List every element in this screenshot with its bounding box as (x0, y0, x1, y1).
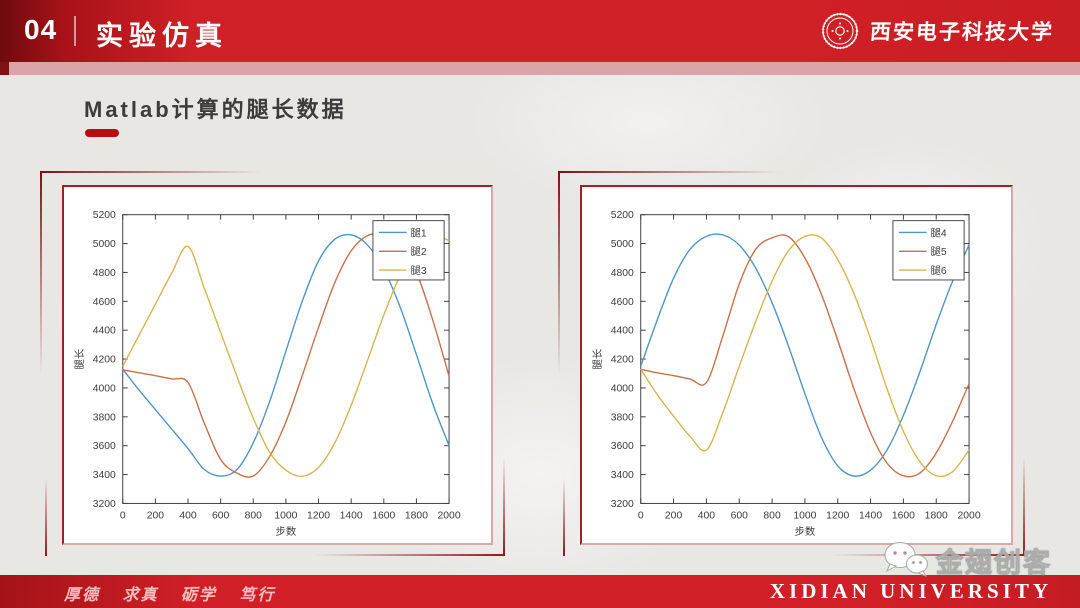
legend: 腿1 腿2 腿3 (372, 220, 445, 281)
header-accent-strip (0, 62, 1080, 75)
svg-text:1200: 1200 (307, 510, 330, 521)
legend-label: 腿1 (411, 227, 427, 239)
university-logo: 西安电子科技大学 (820, 11, 1055, 51)
svg-text:4200: 4200 (93, 355, 116, 366)
svg-text:1200: 1200 (826, 510, 849, 521)
svg-text:5200: 5200 (611, 210, 634, 221)
svg-text:3600: 3600 (93, 441, 116, 452)
svg-text:1800: 1800 (925, 510, 948, 521)
chart-svg: 0 200 400 600 800 1000 1200 1400 1600 1800 2000 320… (74, 210, 461, 538)
legend-label: 腿6 (930, 265, 946, 277)
svg-text:1600: 1600 (372, 510, 395, 521)
university-seal-icon (821, 12, 859, 50)
header-bar: 04 实验仿真 西安电子科技大学 (0, 0, 1080, 62)
svg-text:1600: 1600 (892, 510, 915, 521)
frame-decor (563, 477, 565, 556)
svg-text:2000: 2000 (958, 510, 981, 521)
svg-text:4400: 4400 (93, 326, 116, 337)
legend-label: 腿2 (411, 246, 427, 258)
chart-svg: 0 200 400 600 800 1000 1200 1400 1600 1800 2000 320… (592, 210, 981, 538)
svg-text:1000: 1000 (793, 510, 816, 521)
header-accent-cap (0, 62, 9, 75)
svg-text:4000: 4000 (93, 383, 116, 394)
series-line (640, 234, 970, 478)
svg-text:1400: 1400 (859, 510, 882, 521)
chart-legs-4-6: 0 200 400 600 800 1000 1200 1400 1600 1800 2000 320… (582, 187, 1011, 543)
svg-text:4800: 4800 (93, 268, 116, 279)
svg-text:3600: 3600 (611, 441, 634, 452)
svg-text:600: 600 (212, 510, 230, 521)
legend: 腿4 腿5 腿6 (892, 220, 965, 281)
watermark-text: 金翅创客 (936, 547, 1052, 578)
series-line (122, 233, 450, 477)
svg-text:400: 400 (698, 510, 716, 521)
svg-text:4600: 4600 (93, 297, 116, 308)
series-line (640, 233, 970, 477)
x-axis-label: 步数 (795, 525, 816, 538)
svg-text:4200: 4200 (611, 355, 634, 366)
page-title: Matlab计算的腿长数据 (84, 97, 347, 122)
header-divider (74, 16, 76, 46)
svg-text:3200: 3200 (93, 499, 116, 510)
footer-bar: 厚德 求真 砺学 笃行 XIDIAN UNIVERSITY (0, 575, 1080, 608)
svg-text:400: 400 (179, 510, 197, 521)
chart-card-legs-1-3: 0 200 400 600 800 1000 1200 1400 1600 1800 2000 320… (40, 171, 505, 556)
svg-text:3800: 3800 (611, 412, 634, 423)
svg-text:1400: 1400 (340, 510, 363, 521)
university-name: 西安电子科技大学 (869, 20, 1055, 44)
frame-decor (45, 477, 47, 556)
svg-text:800: 800 (245, 510, 263, 521)
svg-text:200: 200 (665, 510, 683, 521)
x-axis-label: 步数 (276, 525, 297, 538)
section-number: 04 (24, 14, 58, 45)
chart-card-legs-4-6: 0 200 400 600 800 1000 1200 1400 1600 1800 2000 320… (558, 171, 1025, 556)
chart-legs-1-3: 0 200 400 600 800 1000 1200 1400 1600 1800 2000 320… (64, 187, 491, 543)
svg-text:600: 600 (731, 510, 749, 521)
frame-decor (40, 171, 42, 378)
svg-text:1000: 1000 (274, 510, 297, 521)
title-underline (85, 129, 119, 137)
y-axis-label: 腿长 (74, 348, 86, 369)
svg-text:1800: 1800 (405, 510, 428, 521)
svg-text:5000: 5000 (611, 239, 634, 250)
legend-label: 腿5 (930, 246, 946, 258)
school-motto: 厚德 求真 砺学 笃行 (64, 587, 276, 604)
svg-text:4800: 4800 (611, 268, 634, 279)
frame-decor (312, 554, 505, 556)
svg-text:4400: 4400 (611, 326, 634, 337)
svg-text:2000: 2000 (438, 510, 461, 521)
svg-text:5000: 5000 (93, 239, 116, 250)
svg-text:3200: 3200 (611, 499, 634, 510)
frame-decor (40, 171, 263, 173)
frame-decor (558, 171, 560, 378)
legend-label: 腿3 (411, 265, 427, 277)
svg-text:800: 800 (763, 510, 781, 521)
header-title: 实验仿真 (96, 21, 228, 51)
y-axis-label: 腿长 (592, 348, 604, 369)
frame-decor (558, 171, 782, 173)
svg-text:200: 200 (147, 510, 165, 521)
series-line (640, 234, 970, 478)
frame-decor (503, 456, 505, 556)
series-line (122, 234, 450, 478)
svg-text:4600: 4600 (611, 297, 634, 308)
svg-text:4000: 4000 (611, 383, 634, 394)
svg-text:0: 0 (120, 510, 126, 521)
university-name-en: XIDIAN UNIVERSITY (769, 579, 1052, 603)
watermark: 金翅创客 (882, 540, 1052, 580)
wechat-icon (884, 542, 928, 577)
legend-label: 腿4 (930, 227, 946, 239)
svg-text:3800: 3800 (93, 412, 116, 423)
svg-text:3400: 3400 (93, 470, 116, 481)
svg-text:0: 0 (638, 510, 644, 521)
svg-text:3400: 3400 (611, 470, 634, 481)
svg-text:5200: 5200 (93, 210, 116, 221)
